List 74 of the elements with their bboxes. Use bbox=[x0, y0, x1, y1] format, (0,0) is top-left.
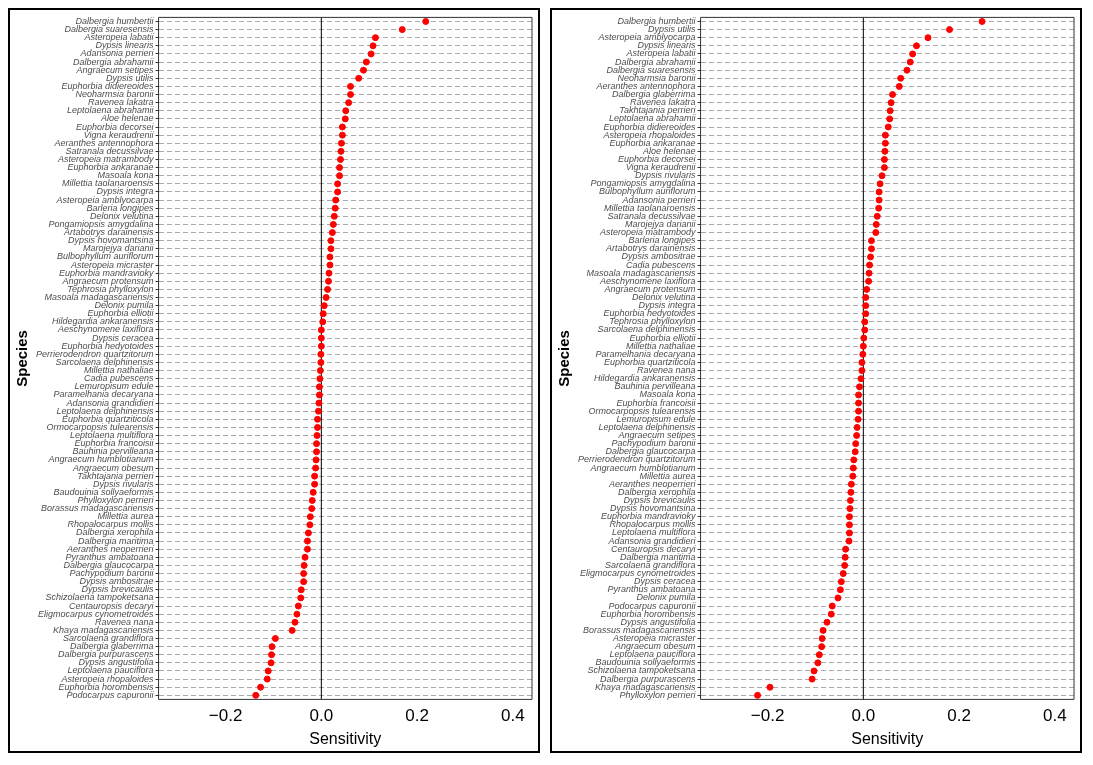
x-tick-label: 0.0 bbox=[851, 706, 876, 726]
y-tick-label: Euphorbia didiereoides bbox=[603, 121, 697, 132]
y-tick-label: Pongamiopsis amygdalina bbox=[48, 218, 154, 229]
y-tick-label: Delonix pumila bbox=[636, 592, 696, 603]
y-tick-label: Asteropeia amblyocarpa bbox=[597, 32, 696, 43]
y-tick-label: Euphorbia decorsei bbox=[76, 121, 155, 132]
y-tick-label: Satranala decussilvae bbox=[607, 210, 696, 221]
y-tick-label: Aeschynomene laxiflora bbox=[57, 324, 154, 335]
y-tick-label: Millettia aurea bbox=[639, 470, 696, 481]
y-tick-label: Masoala kona bbox=[97, 170, 154, 181]
x-tick-label: 0.0 bbox=[309, 706, 334, 726]
y-tick-label: Leptolaena abrahamii bbox=[608, 113, 697, 124]
y-tick-label: Takhtajania perrieri bbox=[619, 105, 697, 116]
y-tick-label: Angraecum humblotianum bbox=[47, 454, 155, 465]
y-tick-label: Dalbergia glaberrima bbox=[612, 89, 696, 100]
y-tick-label: Bulbophyllum auriflorum bbox=[599, 186, 697, 197]
y-tick-label: Dypsis angustifolia bbox=[78, 657, 154, 668]
y-tick-label: Leptolaena pauciflora bbox=[67, 665, 154, 676]
y-tick-label: Pachypodium baronii bbox=[611, 438, 697, 449]
y-tick-label: Dalbergia humbertii bbox=[617, 15, 697, 26]
y-tick-label: Marojejya darianii bbox=[625, 218, 697, 229]
y-tick-label: Asteropeia matrambody bbox=[57, 153, 155, 164]
x-axis-title: Sensitivity bbox=[851, 729, 924, 747]
y-tick-label: Ravenea lakatra bbox=[88, 97, 154, 108]
y-tick-label: Euphorbia francoisii bbox=[616, 397, 697, 408]
y-tick-label: Dalbergia glaberrima bbox=[70, 641, 154, 652]
y-tick-label: Masoala madagascariensis bbox=[44, 292, 155, 303]
y-tick-label: Dypsis utilis bbox=[648, 24, 697, 35]
y-tick-label: Dalbergia glaucocarpa bbox=[605, 446, 696, 457]
y-tick-label: Paramelhania decaryana bbox=[53, 389, 154, 400]
y-tick-label: Leptolaena multiflora bbox=[612, 527, 696, 538]
x-axis-title: Sensitivity bbox=[309, 729, 382, 747]
y-tick-label: Borassus madagascariensis bbox=[41, 503, 155, 514]
y-tick-label: Cadia pubescens bbox=[84, 373, 155, 384]
y-tick-label: Dypsis angustifolia bbox=[620, 616, 696, 627]
y-tick-label: Aeranthes antennophora bbox=[595, 80, 696, 91]
y-tick-label: Dalbergia xerophila bbox=[76, 527, 154, 538]
y-tick-label: Schizolaena tampoketsana bbox=[45, 592, 154, 603]
x-tick-label: −0.2 bbox=[750, 706, 785, 726]
y-tick-label: Khaya madagascariensis bbox=[53, 624, 155, 635]
y-tick-label: Adansonia perrieri bbox=[79, 48, 155, 59]
y-tick-label: Aloe helenae bbox=[100, 113, 154, 124]
y-tick-label: Dypsis ambositrae bbox=[621, 251, 696, 262]
x-tick-label: 0.2 bbox=[405, 706, 429, 726]
y-tick-label: Euphorbia elliotii bbox=[87, 308, 155, 319]
y-tick-label: Dalbergia humbertii bbox=[75, 15, 155, 26]
y-tick-label: Asteropeia labatii bbox=[625, 48, 697, 59]
x-tick-label: 0.2 bbox=[947, 706, 971, 726]
x-tick-label: −0.2 bbox=[208, 706, 243, 726]
y-tick-label: Aloe helenae bbox=[642, 145, 696, 156]
y-tick-label: Paramelhania decaryana bbox=[595, 348, 696, 359]
y-tick-label: Perrierodendron quartzitorum bbox=[578, 454, 697, 465]
y-tick-label: Dypsis integra bbox=[96, 186, 154, 197]
y-tick-label: Bauhinia pervilleana bbox=[614, 381, 696, 392]
y-tick-label: Angraecum obesum bbox=[72, 462, 155, 473]
y-tick-label: Centauropsis decaryi bbox=[69, 600, 155, 611]
x-tick-label: 0.4 bbox=[501, 706, 525, 726]
y-tick-label: Eligmocarpus cynometroides bbox=[580, 568, 697, 579]
y-tick-label: Millettia taolanaroensis bbox=[62, 178, 155, 189]
y-tick-label: Masoala kona bbox=[639, 389, 696, 400]
y-tick-label: Dalbergia purpurascens bbox=[600, 673, 697, 684]
y-tick-label: Adansonia grandidieri bbox=[607, 535, 697, 546]
y-tick-label: Sarcolaena delphinensis bbox=[597, 324, 697, 335]
y-tick-label: Lemuropisum edule bbox=[74, 381, 154, 392]
x-tick-label: 0.4 bbox=[1043, 706, 1067, 726]
y-tick-label: Euphorbia decorsei bbox=[618, 153, 697, 164]
y-tick-label: Pongamiopsis amygdalina bbox=[590, 178, 696, 189]
y-tick-label: Dypsis integra bbox=[638, 300, 696, 311]
y-axis-title: Species bbox=[13, 330, 31, 387]
y-tick-label: Euphorbia mandravioky bbox=[601, 511, 697, 522]
y-tick-label: Aeranthes neoperrieri bbox=[608, 478, 697, 489]
y-tick-label: Schizolaena tampoketsana bbox=[587, 665, 696, 676]
y-axis-title: Species bbox=[555, 330, 573, 387]
y-tick-label: Dypsis linearis bbox=[95, 40, 155, 51]
